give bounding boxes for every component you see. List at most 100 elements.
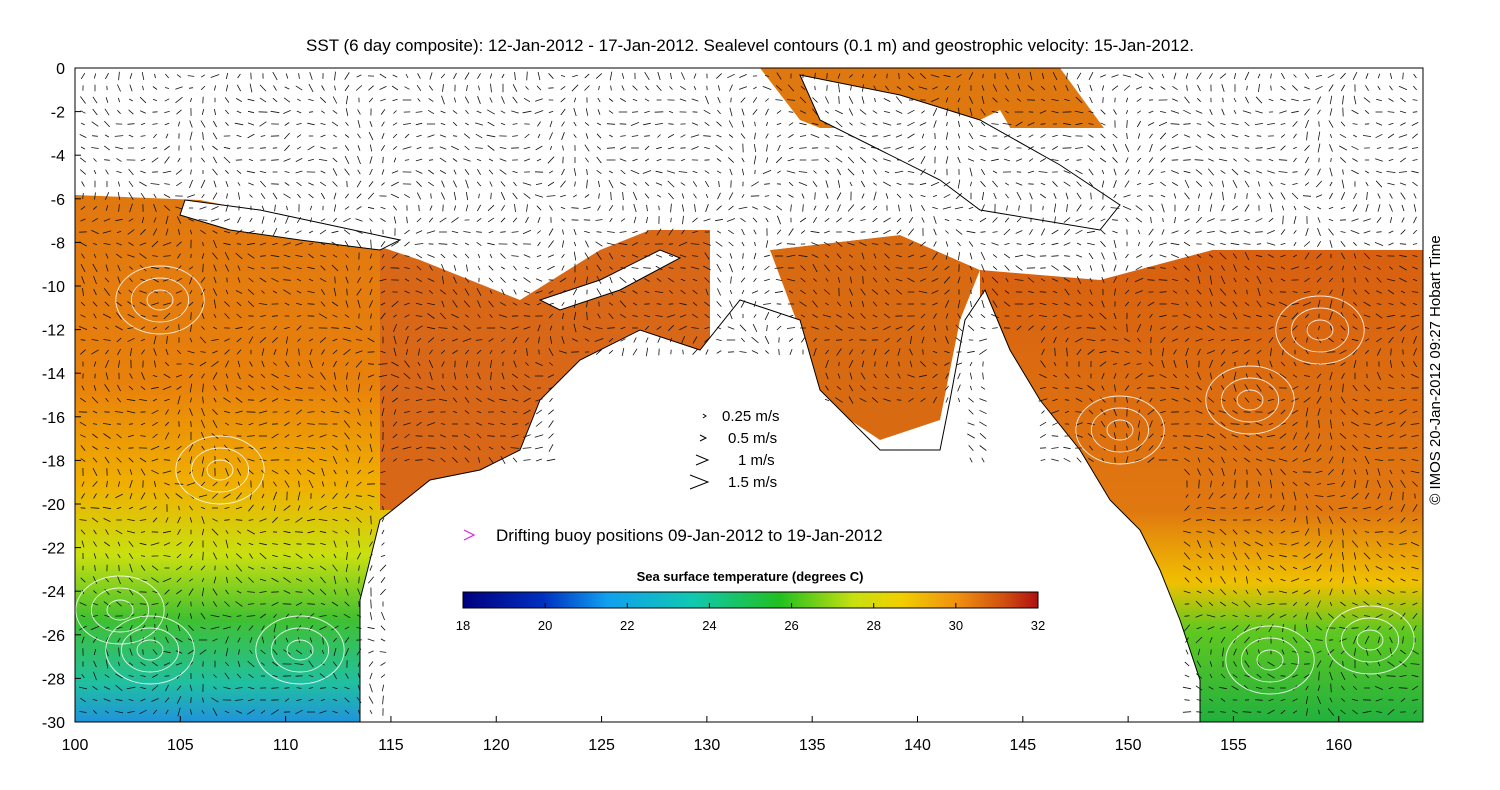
velocity-arrow <box>1255 110 1263 114</box>
velocity-arrow <box>1267 602 1275 606</box>
velocity-arrow <box>162 470 172 474</box>
velocity-arrow <box>1124 169 1130 175</box>
velocity-arrow <box>488 446 494 450</box>
velocity-arrow <box>381 529 385 535</box>
velocity-arrow <box>1039 291 1047 293</box>
velocity-arrow <box>463 158 471 162</box>
velocity-arrow <box>837 180 841 188</box>
velocity-arrow <box>608 179 614 189</box>
velocity-arrow <box>766 121 768 127</box>
velocity-arrow <box>91 147 99 149</box>
velocity-arrow <box>1340 252 1346 260</box>
velocity-arrow <box>1340 494 1346 498</box>
velocity-arrow <box>512 411 518 413</box>
velocity-arrow <box>235 397 243 403</box>
velocity-arrow <box>1244 660 1250 668</box>
velocity-arrow <box>332 530 338 534</box>
velocity-arrow <box>463 231 471 233</box>
velocity-arrow <box>284 480 290 488</box>
velocity-arrow <box>1292 421 1298 427</box>
velocity-arrow <box>561 265 565 271</box>
velocity-arrow <box>718 85 720 91</box>
velocity-arrow <box>835 240 843 248</box>
velocity-arrow <box>884 337 890 343</box>
velocity-arrow <box>1183 590 1191 594</box>
velocity-arrow <box>430 193 432 199</box>
velocity-arrow <box>176 265 182 271</box>
y-tick-label: -10 <box>42 279 65 296</box>
velocity-arrow <box>982 289 984 295</box>
velocity-arrow <box>344 240 350 248</box>
velocity-arrow <box>1246 289 1248 295</box>
velocity-arrow <box>368 661 374 667</box>
y-tick-label: -2 <box>51 105 65 122</box>
velocity-arrow <box>115 325 123 331</box>
velocity-arrow <box>644 243 650 245</box>
velocity-arrow <box>248 336 254 344</box>
colorbar-ticks: 18 20 22 24 26 28 30 32 <box>456 603 1045 633</box>
velocity-arrow <box>1352 434 1358 438</box>
velocity-arrow <box>128 577 134 583</box>
velocity-arrow <box>189 517 193 523</box>
velocity-arrow <box>404 278 410 282</box>
velocity-arrow <box>1316 96 1322 104</box>
velocity-arrow <box>164 87 170 89</box>
velocity-arrow <box>740 277 746 283</box>
velocity-arrow <box>1256 372 1262 380</box>
velocity-arrow <box>1052 72 1058 80</box>
cloud-region-north <box>75 68 1423 300</box>
velocity-arrow <box>1291 590 1299 594</box>
velocity-arrow <box>226 193 228 199</box>
velocity-arrow <box>1233 648 1237 656</box>
velocity-arrow <box>344 697 350 703</box>
velocity-arrow <box>321 649 325 655</box>
velocity-arrow <box>333 672 337 680</box>
velocity-arrow <box>1279 614 1287 618</box>
velocity-arrow <box>835 397 843 403</box>
velocity-arrow <box>127 434 135 438</box>
velocity-arrow <box>380 144 386 152</box>
cloud-region-png <box>1060 68 1423 200</box>
velocity-arrow <box>1051 447 1059 449</box>
velocity-arrow <box>811 122 819 126</box>
velocity-arrow <box>1148 86 1154 90</box>
velocity-arrow <box>1269 181 1273 187</box>
velocity-arrow <box>992 300 998 308</box>
velocity-arrow <box>1327 708 1335 716</box>
velocity-arrow <box>248 446 254 450</box>
velocity-arrow <box>416 410 422 414</box>
velocity-arrow <box>332 506 338 510</box>
velocity-arrow <box>1051 458 1059 462</box>
velocity-arrow <box>704 326 710 330</box>
velocity-arrow <box>1352 123 1358 125</box>
velocity-arrow <box>356 193 362 199</box>
velocity-arrow <box>1219 326 1227 330</box>
velocity-arrow <box>357 408 361 416</box>
velocity-arrow <box>548 302 554 306</box>
velocity-arrow <box>1340 396 1346 404</box>
velocity-arrow <box>765 240 769 248</box>
velocity-arrow <box>354 505 364 511</box>
velocity-arrow <box>1197 648 1201 656</box>
velocity-arrow <box>799 301 807 307</box>
velocity-arrow <box>501 73 505 79</box>
velocity-arrow <box>283 554 291 558</box>
velocity-arrow <box>523 434 531 438</box>
velocity-arrow <box>933 120 937 128</box>
velocity-arrow <box>129 266 133 270</box>
velocity-arrow <box>1206 614 1216 618</box>
velocity-arrow <box>273 614 277 618</box>
velocity-arrow <box>320 134 326 138</box>
velocity-arrow <box>955 337 963 343</box>
velocity-arrow <box>1412 481 1418 487</box>
velocity-arrow <box>536 302 542 306</box>
velocity-arrow <box>79 134 87 138</box>
velocity-arrow <box>606 147 616 149</box>
velocity-arrow <box>308 687 314 689</box>
velocity-arrow <box>1400 517 1406 523</box>
velocity-arrow <box>165 624 169 632</box>
velocity-arrow <box>729 168 733 176</box>
velocity-arrow <box>368 650 374 654</box>
velocity-arrow <box>201 193 205 199</box>
velocity-arrow <box>1279 98 1287 102</box>
